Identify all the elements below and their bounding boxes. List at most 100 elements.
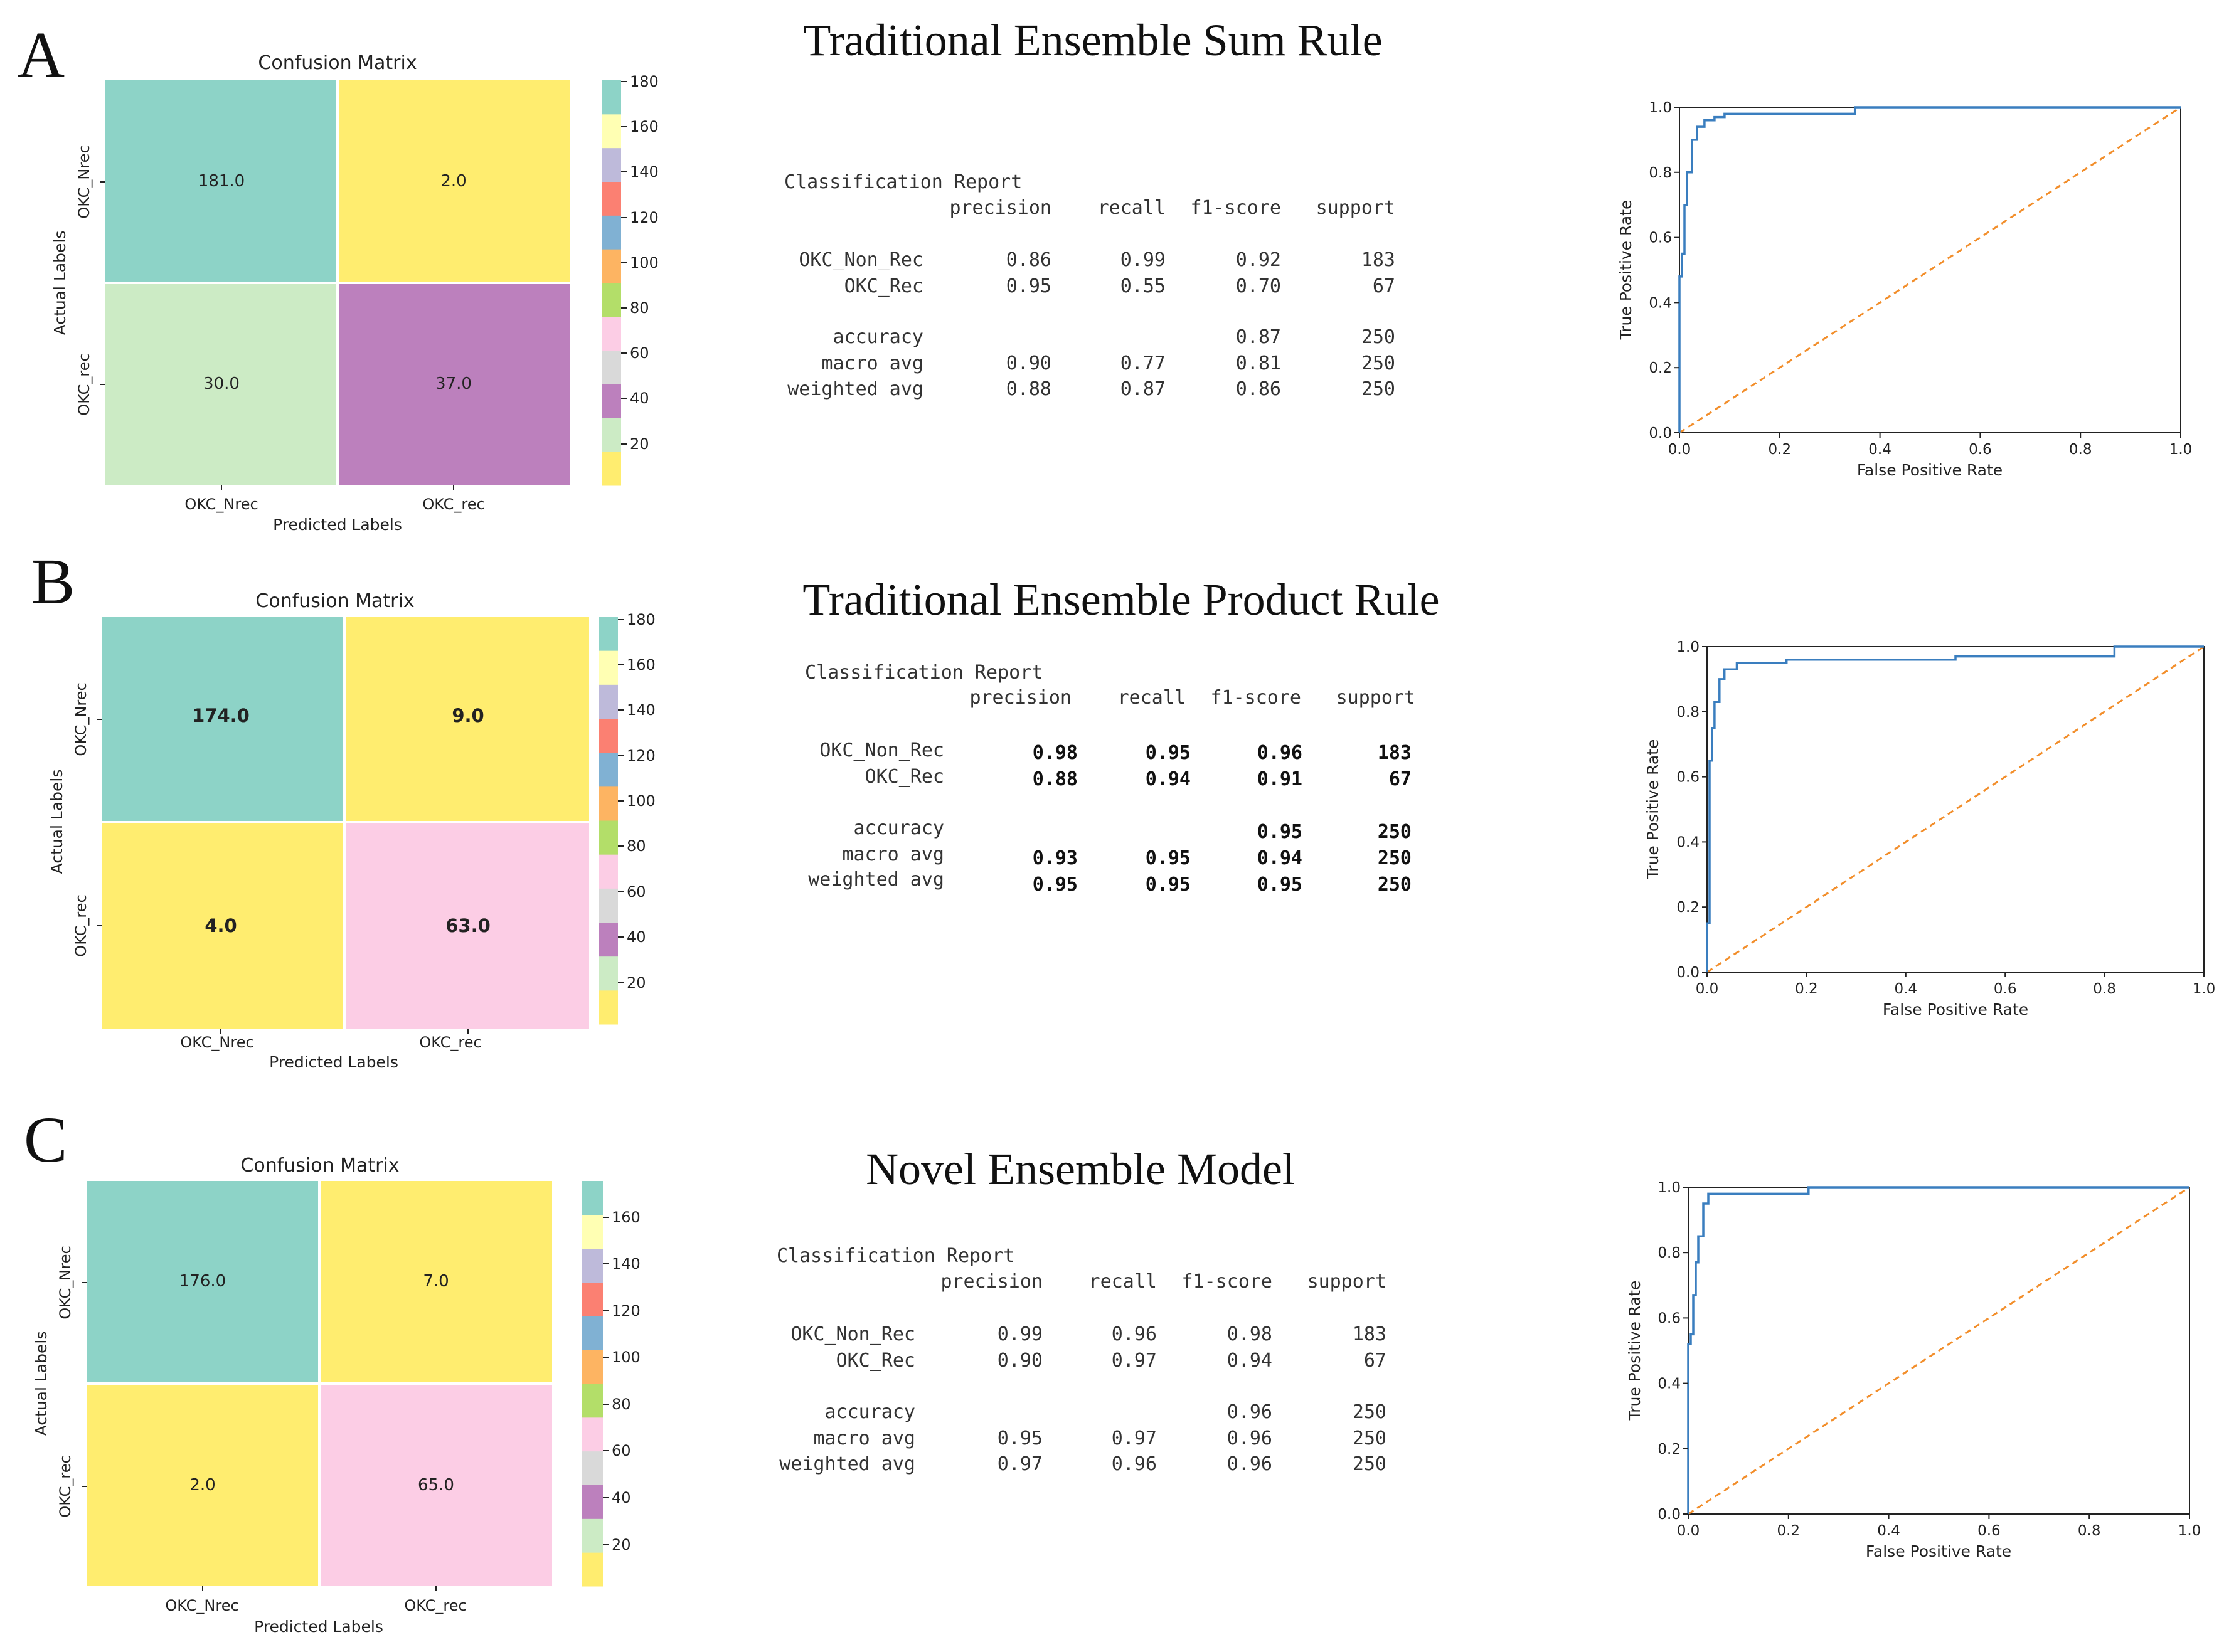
roc-ytick: 0.4 bbox=[1676, 834, 1700, 850]
report-col-header: support bbox=[1307, 1271, 1386, 1293]
roc-line bbox=[1687, 1186, 2189, 1514]
panel-letter: A bbox=[18, 19, 65, 91]
colorbar-tick: 80 bbox=[612, 1395, 631, 1413]
roc-xtick: 0.6 bbox=[1969, 442, 1992, 458]
report-cell: 67 bbox=[1373, 275, 1395, 297]
cm-cell-1-0 bbox=[87, 1384, 319, 1586]
colorbar-tick: 60 bbox=[627, 883, 646, 901]
colorbar-tick: 100 bbox=[612, 1348, 641, 1366]
roc-xtick: 1.0 bbox=[2169, 442, 2193, 458]
cm-ylabel: Actual Labels bbox=[51, 231, 69, 336]
report-cell: 0.97 bbox=[998, 1453, 1043, 1475]
roc-curve: 0.00.0 0.2 0.2 0.4 0.4 0.6 0.6 0.8 0.8 1.0 1.0 Fal… bbox=[1617, 100, 2192, 479]
roc-xlabel: False Positive Rate bbox=[1866, 1542, 2011, 1560]
report-col-header: f1-score bbox=[1191, 197, 1282, 219]
report-cell: 0.70 bbox=[1236, 275, 1281, 297]
report-cell: 0.91 bbox=[1257, 768, 1302, 790]
roc-line bbox=[1706, 645, 2204, 972]
cm-ytick: OKC_rec bbox=[75, 353, 93, 415]
cm-cell-0-1 bbox=[344, 617, 589, 822]
roc-ytick: 0.2 bbox=[1657, 1441, 1681, 1458]
cm-xtick: OKC_Nrec bbox=[165, 1597, 238, 1614]
roc-xtick: 0.0 bbox=[1668, 442, 1691, 458]
report-cell: 183 bbox=[1353, 1323, 1386, 1345]
colorbar-tick: 20 bbox=[627, 974, 646, 992]
report-col-header: precision bbox=[940, 1271, 1043, 1293]
cm-value-1-1: 37.0 bbox=[435, 374, 472, 393]
roc-chance-line bbox=[1706, 645, 2205, 973]
roc-xlabel: False Positive Rate bbox=[1883, 1000, 2028, 1019]
report-cell: 0.97 bbox=[1112, 1427, 1157, 1449]
cm-ylabel: Actual Labels bbox=[48, 770, 66, 874]
report-cell: 0.55 bbox=[1120, 275, 1166, 297]
colorbar-segment bbox=[602, 316, 621, 351]
report-cell: 0.95 bbox=[1146, 847, 1191, 869]
colorbar-segment bbox=[582, 1248, 603, 1283]
classification-report: Classification Report precision recall f… bbox=[777, 1245, 1386, 1475]
roc-xtick: 0.0 bbox=[1696, 981, 1719, 997]
colorbar-segment bbox=[602, 181, 621, 216]
cm-value-1-0: 30.0 bbox=[203, 374, 240, 393]
confusion-matrix: 174.0 9.0 4.0 63.0 OKC_Nrec OKC_rec OKC_… bbox=[48, 617, 589, 1071]
colorbar-segment bbox=[582, 1350, 603, 1384]
colorbar-tick: 20 bbox=[630, 435, 649, 453]
colorbar-segment bbox=[599, 718, 618, 753]
roc-ytick: 0.8 bbox=[1657, 1245, 1681, 1261]
report-cell: 0.96 bbox=[1227, 1427, 1272, 1449]
report-cell: 67 bbox=[1364, 1350, 1386, 1372]
colorbar-tick: 180 bbox=[630, 73, 659, 90]
cm-value-0-1: 9.0 bbox=[452, 705, 484, 726]
cm-xlabel: Predicted Labels bbox=[273, 516, 402, 534]
cm-ylabel: Actual Labels bbox=[32, 1332, 50, 1436]
colorbar-segment bbox=[582, 1316, 603, 1350]
report-row-label: OKC_Non_Rec bbox=[790, 1323, 915, 1345]
report-cell: 0.96 bbox=[1257, 742, 1302, 764]
colorbar-segment bbox=[599, 956, 618, 991]
cm-xlabel: Predicted Labels bbox=[269, 1053, 398, 1071]
colorbar-segment bbox=[602, 80, 621, 115]
report-cell: 250 bbox=[1353, 1453, 1386, 1475]
report-col-header: support bbox=[1316, 197, 1395, 219]
report-row-label: OKC_Rec bbox=[865, 766, 944, 788]
roc-ytick: 1.0 bbox=[1676, 639, 1700, 655]
colorbar-tick: 180 bbox=[627, 611, 656, 628]
report-cell: 250 bbox=[1378, 821, 1412, 843]
cm-value-1-1: 63.0 bbox=[445, 915, 491, 936]
colorbar-tick: 120 bbox=[627, 747, 656, 765]
colorbar-tick: 60 bbox=[612, 1442, 631, 1459]
report-row-label: accuracy bbox=[854, 817, 945, 839]
report-row-label: weighted avg bbox=[779, 1453, 915, 1475]
colorbar-segment bbox=[602, 215, 621, 250]
cm-cell-0-0 bbox=[102, 617, 344, 822]
cm-value-0-0: 176.0 bbox=[179, 1272, 226, 1291]
cm-ytick: OKC_Nrec bbox=[56, 1246, 74, 1319]
colorbar-segment bbox=[582, 1518, 603, 1553]
colorbar-segment bbox=[582, 1451, 603, 1485]
cm-cell-1-1 bbox=[344, 822, 589, 1029]
colorbar-tick: 60 bbox=[630, 344, 649, 362]
roc-ylabel: True Positive Rate bbox=[1617, 200, 1635, 341]
colorbar-segment bbox=[602, 452, 621, 486]
report-row-label: OKC_Rec bbox=[844, 275, 923, 297]
colorbar-tick: 120 bbox=[630, 209, 659, 226]
report-row-label: weighted avg bbox=[808, 869, 944, 891]
report-heading: Classification Report bbox=[784, 171, 1022, 193]
classification-report: Classification Report precision recall f… bbox=[805, 662, 1415, 896]
colorbar-segment bbox=[602, 418, 621, 452]
colorbar-segment bbox=[599, 684, 618, 719]
colorbar-segment bbox=[599, 752, 618, 787]
panel-letter: C bbox=[24, 1104, 67, 1176]
report-col-header: recall bbox=[1089, 1271, 1157, 1293]
cm-cell-1-1 bbox=[319, 1384, 552, 1586]
roc-xtick: 1.0 bbox=[2193, 981, 2216, 997]
report-cell: 0.95 bbox=[998, 1427, 1043, 1449]
roc-xtick: 0.8 bbox=[2078, 1523, 2101, 1539]
confusion-matrix: 176.0 7.0 2.0 65.0 OKC_Nrec OKC_rec OKC_… bbox=[32, 1181, 552, 1636]
cm-xtick: OKC_rec bbox=[422, 495, 484, 513]
colorbar-segment bbox=[582, 1214, 603, 1249]
roc-ylabel: True Positive Rate bbox=[1625, 1281, 1644, 1421]
roc-ytick: 0.0 bbox=[1676, 965, 1700, 981]
report-row-label: OKC_Non_Rec bbox=[819, 739, 944, 761]
roc-xtick: 0.8 bbox=[2069, 442, 2092, 458]
